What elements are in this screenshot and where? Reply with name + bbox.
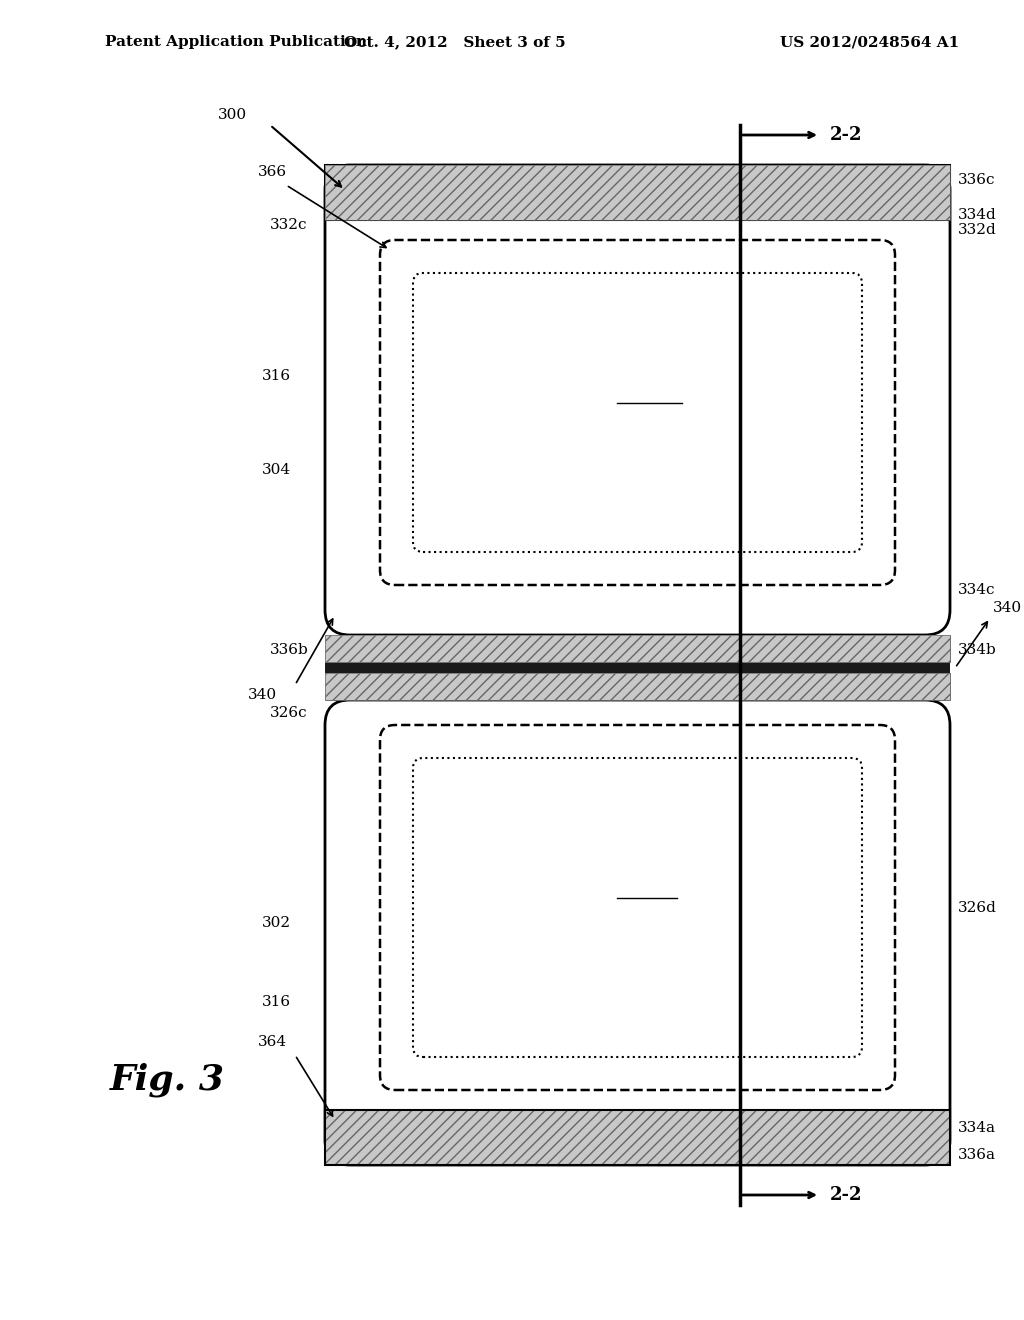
Text: 2-2: 2-2: [830, 1185, 862, 1204]
Text: 334a: 334a: [958, 1121, 996, 1135]
Text: 326d: 326d: [958, 902, 997, 915]
Bar: [325, 1110, 950, 1166]
Bar: [325, 165, 950, 220]
Bar: [325, 165, 950, 220]
Text: US 2012/0248564 A1: US 2012/0248564 A1: [780, 36, 959, 49]
Text: 332d: 332d: [958, 223, 996, 238]
Text: 2-2: 2-2: [830, 125, 862, 144]
Text: 336a: 336a: [958, 1148, 996, 1162]
Text: Oct. 4, 2012   Sheet 3 of 5: Oct. 4, 2012 Sheet 3 of 5: [344, 36, 566, 49]
Text: 302: 302: [262, 916, 291, 931]
Bar: [325, 165, 950, 220]
Text: 364: 364: [258, 1035, 287, 1049]
Text: 326c: 326c: [270, 706, 307, 719]
Text: 334b: 334b: [958, 643, 996, 657]
Text: 336b: 336b: [270, 643, 309, 657]
Bar: [325, 1110, 950, 1166]
Text: 332c: 332c: [270, 218, 307, 232]
Bar: [325, 663, 950, 673]
Text: 340: 340: [248, 688, 278, 702]
Bar: [325, 635, 950, 663]
Bar: [325, 1110, 950, 1166]
Text: 316: 316: [262, 370, 291, 384]
Text: 334c: 334c: [958, 583, 995, 597]
Bar: [325, 673, 950, 700]
Bar: [325, 635, 950, 663]
Bar: [325, 673, 950, 700]
Text: 316: 316: [262, 995, 291, 1010]
Bar: [325, 673, 950, 700]
Bar: [325, 635, 950, 663]
FancyBboxPatch shape: [325, 165, 950, 635]
Text: 330: 330: [617, 385, 646, 400]
Text: 332b: 332b: [557, 223, 596, 238]
Bar: [325, 165, 950, 220]
Bar: [325, 635, 950, 663]
Bar: [325, 673, 950, 700]
Text: 340: 340: [993, 601, 1022, 615]
Bar: [325, 165, 950, 220]
Text: 304: 304: [262, 463, 291, 478]
Bar: [325, 663, 950, 673]
Text: Fig. 3: Fig. 3: [110, 1063, 225, 1097]
Text: 336c: 336c: [958, 173, 995, 187]
FancyBboxPatch shape: [325, 700, 950, 1166]
Text: 324: 324: [617, 880, 646, 895]
Text: Patent Application Publication: Patent Application Publication: [105, 36, 367, 49]
Text: 332a: 332a: [557, 552, 595, 566]
Text: 326a: 326a: [557, 1057, 595, 1071]
Text: 366: 366: [258, 165, 287, 180]
Text: 326b: 326b: [557, 706, 596, 719]
Text: 300: 300: [218, 108, 247, 121]
Text: 334d: 334d: [958, 209, 996, 222]
